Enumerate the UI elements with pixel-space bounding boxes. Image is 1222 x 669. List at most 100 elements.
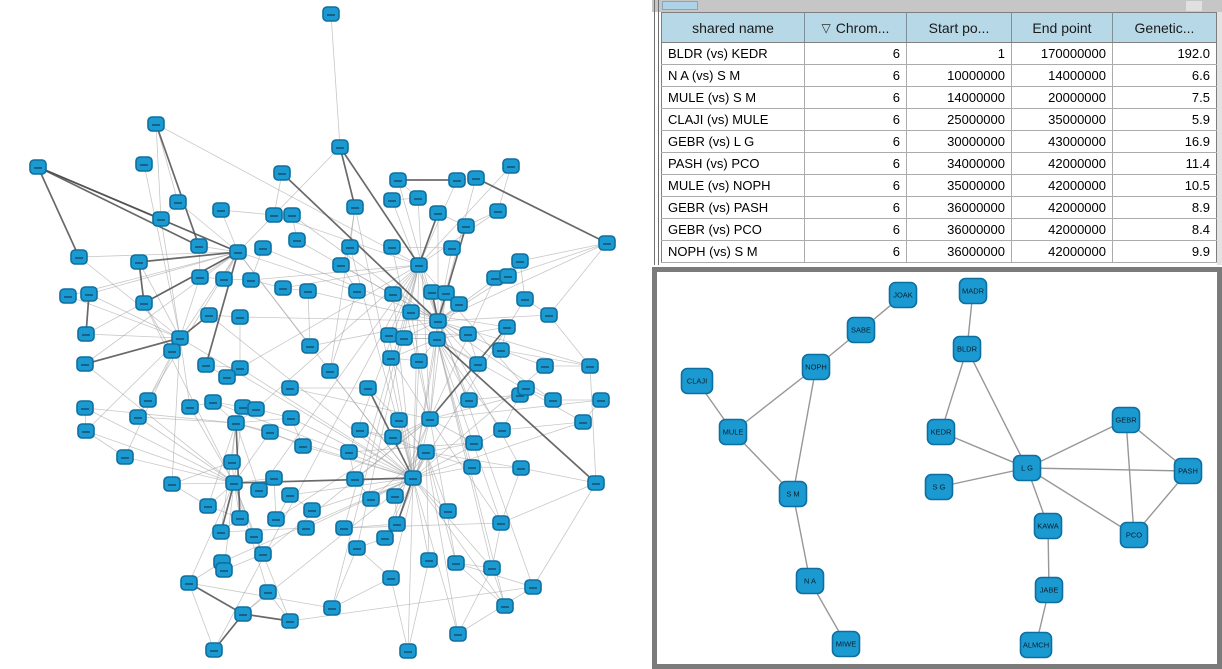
network-node[interactable] <box>380 327 398 343</box>
network-edge[interactable] <box>189 406 235 484</box>
network-edge[interactable] <box>78 256 181 339</box>
network-edge[interactable] <box>425 451 430 561</box>
network-node[interactable] <box>215 562 233 578</box>
network-node[interactable] <box>204 394 222 410</box>
network-edge[interactable] <box>407 477 414 652</box>
network-edge[interactable] <box>143 163 181 339</box>
network-edge[interactable] <box>390 577 409 652</box>
network-edge-highlight[interactable] <box>143 251 239 304</box>
network-edge[interactable] <box>235 417 292 424</box>
network-node-l-g[interactable] <box>1012 454 1042 482</box>
network-edge[interactable] <box>412 338 438 479</box>
network-node[interactable] <box>592 392 610 408</box>
network-edge[interactable] <box>78 251 239 258</box>
overview-network-canvas[interactable] <box>0 0 652 669</box>
network-node[interactable] <box>254 240 272 256</box>
table-row[interactable]: MULE (vs) NOPH 6 35000000 42000000 10.5 <box>661 174 1217 197</box>
network-edge[interactable] <box>1026 467 1189 472</box>
network-node[interactable] <box>498 319 516 335</box>
network-node[interactable] <box>449 626 467 642</box>
network-edge[interactable] <box>179 276 201 339</box>
network-edge[interactable] <box>177 201 239 253</box>
network-node[interactable] <box>384 286 402 302</box>
sort-filter-icon[interactable]: ▽ <box>821 20 831 35</box>
network-node[interactable] <box>459 326 477 342</box>
network-node[interactable] <box>581 358 599 374</box>
network-node[interactable] <box>197 357 215 373</box>
network-edge[interactable] <box>520 467 597 484</box>
network-node[interactable] <box>346 199 364 215</box>
network-node[interactable] <box>410 257 428 273</box>
network-node[interactable] <box>281 613 299 629</box>
network-node[interactable] <box>301 338 319 354</box>
network-edge-highlight[interactable] <box>436 338 597 484</box>
network-edge[interactable] <box>155 123 162 220</box>
network-node[interactable] <box>267 511 285 527</box>
network-edge-highlight[interactable] <box>437 225 467 322</box>
network-edge[interactable] <box>532 482 597 588</box>
network-edge[interactable] <box>507 242 608 277</box>
network-edge[interactable] <box>501 421 584 431</box>
network-edge[interactable] <box>437 320 479 365</box>
network-node[interactable] <box>234 606 252 622</box>
network-node[interactable] <box>492 515 510 531</box>
network-node[interactable] <box>450 296 468 312</box>
network-edge[interactable] <box>410 311 508 328</box>
network-node[interactable] <box>395 330 413 346</box>
network-edge[interactable] <box>1026 419 1127 469</box>
network-node[interactable] <box>460 392 478 408</box>
network-node[interactable] <box>265 207 283 223</box>
network-node[interactable] <box>429 313 447 329</box>
network-node[interactable] <box>245 528 263 544</box>
network-edge[interactable] <box>412 421 584 479</box>
table-row[interactable]: GEBR (vs) L G 6 30000000 43000000 16.9 <box>661 130 1217 153</box>
network-edge[interactable] <box>331 577 392 609</box>
network-node[interactable] <box>323 600 341 616</box>
network-edge[interactable] <box>143 302 173 352</box>
network-edge-highlight[interactable] <box>220 482 235 533</box>
network-node[interactable] <box>383 239 401 255</box>
network-edge[interactable] <box>457 586 534 635</box>
network-edge-highlight[interactable] <box>37 166 200 247</box>
network-node-bldr[interactable] <box>952 335 982 363</box>
network-edge[interactable] <box>412 360 420 479</box>
column-header-1[interactable]: ▽ Chrom... <box>804 12 907 43</box>
network-edge[interactable] <box>289 387 431 420</box>
network-edge[interactable] <box>412 477 506 607</box>
network-edge[interactable] <box>239 264 420 369</box>
network-node[interactable] <box>340 444 358 460</box>
network-edge[interactable] <box>548 314 591 367</box>
network-node[interactable] <box>254 546 272 562</box>
network-edge[interactable] <box>84 363 235 484</box>
network-edge[interactable] <box>188 482 235 584</box>
network-node-s-m[interactable] <box>778 480 808 508</box>
network-node-sabe[interactable] <box>846 316 876 344</box>
network-node[interactable] <box>281 380 299 396</box>
network-edge[interactable] <box>307 290 311 347</box>
network-node[interactable] <box>332 257 350 273</box>
network-edge[interactable] <box>500 467 522 524</box>
network-edge[interactable] <box>792 366 817 495</box>
column-header-2[interactable]: Start po... <box>906 12 1012 43</box>
network-node[interactable] <box>297 520 315 536</box>
table-row[interactable]: GEBR (vs) PASH 6 36000000 42000000 8.9 <box>661 196 1217 219</box>
network-node[interactable] <box>511 253 529 269</box>
network-node-s-g[interactable] <box>924 473 954 501</box>
network-edge[interactable] <box>88 251 239 295</box>
network-node[interactable] <box>421 411 439 427</box>
network-edge[interactable] <box>85 333 181 339</box>
network-edge[interactable] <box>220 209 275 216</box>
network-node[interactable] <box>489 203 507 219</box>
network-edge[interactable] <box>940 431 1028 469</box>
network-edge[interactable] <box>437 314 550 322</box>
network-edge[interactable] <box>436 338 493 569</box>
network-edge[interactable] <box>137 416 235 484</box>
network-edge[interactable] <box>331 547 358 609</box>
network-node[interactable] <box>180 575 198 591</box>
network-edge[interactable] <box>792 493 811 582</box>
network-edge[interactable] <box>67 295 181 339</box>
network-edge-highlight[interactable] <box>339 146 420 266</box>
column-header-0[interactable]: shared name <box>661 12 805 43</box>
network-node[interactable] <box>303 502 321 518</box>
network-node[interactable] <box>212 202 230 218</box>
